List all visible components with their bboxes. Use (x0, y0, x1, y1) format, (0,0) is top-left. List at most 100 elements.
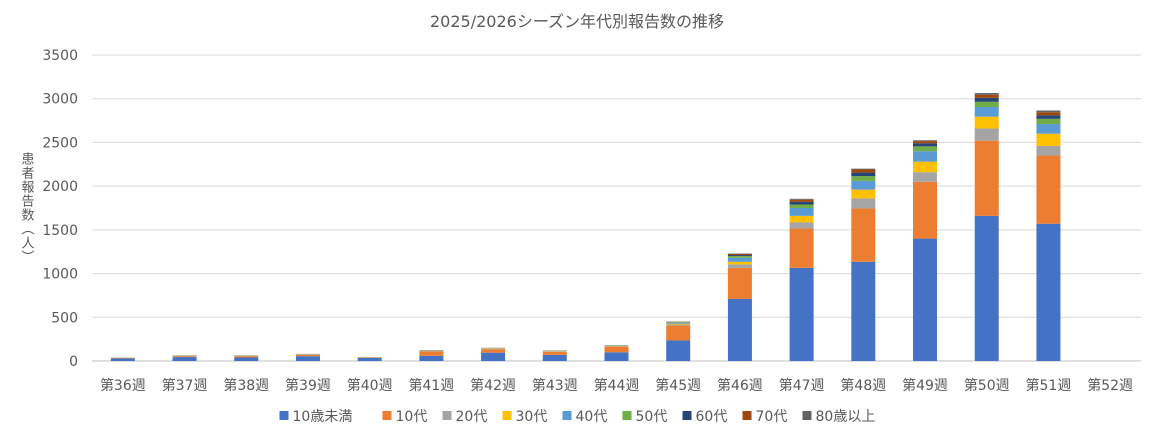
bar-segment (419, 355, 444, 361)
bar-segment (727, 255, 752, 257)
legend-label: 20代 (456, 409, 488, 425)
bar-segment (789, 199, 814, 202)
bar-segment (666, 340, 691, 361)
bar-segment (851, 168, 876, 170)
legend-swatch (442, 411, 452, 420)
legend-label: 70代 (756, 409, 788, 425)
bar-segment (666, 323, 691, 325)
legend-swatch (562, 411, 572, 420)
legend-label: 40代 (576, 409, 608, 425)
bar-segment (974, 116, 999, 129)
legend-item: 80歳以上 (802, 409, 876, 425)
x-tick-label: 第40週 (347, 377, 393, 394)
bar-segment (851, 172, 876, 177)
y-tick-label: 2500 (42, 135, 78, 151)
bar-segment (851, 198, 876, 209)
y-tick-label: 1000 (42, 267, 78, 283)
x-tick-label: 第45週 (655, 377, 701, 394)
x-tick-label: 第44週 (594, 377, 640, 394)
bar-segment (666, 325, 691, 341)
bar-segment (789, 204, 814, 208)
bar-segment (974, 128, 999, 141)
x-tick-label: 第39週 (285, 377, 331, 394)
legend-item: 70代 (742, 409, 788, 425)
bar-segment (913, 140, 938, 142)
bar-segment (419, 351, 444, 356)
legend-swatch (742, 411, 752, 420)
bar-segment (1036, 145, 1061, 156)
bar-segment (1036, 133, 1061, 146)
x-tick-label: 第43週 (532, 377, 578, 394)
bar-segment (974, 101, 999, 108)
x-tick-label: 第38週 (223, 377, 269, 394)
bar-segment (172, 357, 197, 361)
bar-segment (110, 358, 135, 361)
bar-segment (1036, 110, 1061, 113)
bar-segment (172, 356, 197, 358)
y-tick-label: 0 (69, 354, 78, 370)
x-tick-label: 第50週 (964, 377, 1010, 394)
bar-segment (789, 215, 814, 223)
bar-segment (913, 181, 938, 239)
bar-segment (974, 107, 999, 117)
legend-label: 80歳以上 (816, 409, 876, 425)
x-tick-label: 第36週 (100, 377, 146, 394)
y-tick-label: 3000 (42, 92, 78, 108)
legend-swatch (279, 411, 289, 420)
legend-label: 30代 (516, 409, 548, 425)
x-tick-label: 第52週 (1087, 377, 1133, 394)
bar-segment (1036, 115, 1061, 119)
bar-segment (357, 357, 382, 361)
bar-segment (851, 189, 876, 199)
bar-segment (1036, 124, 1061, 134)
bar-segment (789, 222, 814, 229)
bar-segment (604, 346, 629, 353)
bar-segment (913, 161, 938, 173)
bar-segment (974, 140, 999, 216)
bar-segment (974, 94, 999, 98)
legend-swatch (802, 411, 812, 420)
y-tick-label: 2000 (42, 179, 78, 195)
legend-item: 30代 (502, 409, 548, 425)
bar-segment (727, 267, 752, 299)
bar-segment (295, 356, 320, 361)
bar-segment (913, 143, 938, 147)
x-tick-label: 第48週 (840, 377, 886, 394)
x-axis-ticks: 第36週 第37週 第38週 第39週 第40週 第41週 第42週 第43週 第44週 第45週… (100, 377, 1133, 394)
legend-label: 10代 (396, 409, 428, 425)
bar-segment (974, 93, 999, 95)
legend-label: 50代 (636, 409, 668, 425)
bar-segment (234, 356, 259, 358)
x-tick-label: 第46週 (717, 377, 763, 394)
x-tick-label: 第49週 (902, 377, 948, 394)
bar-segment (851, 180, 876, 190)
legend-item: 60代 (682, 409, 728, 425)
legend-swatch (502, 411, 512, 420)
bar-segment (974, 215, 999, 361)
bar-segment (913, 238, 938, 361)
legend-swatch (622, 411, 632, 420)
bar-segment (666, 322, 691, 323)
y-tick-label: 1500 (42, 223, 78, 239)
bar-segment (234, 357, 259, 361)
bar-segment (789, 198, 814, 200)
x-tick-label: 第51週 (1026, 377, 1072, 394)
x-tick-label: 第37週 (162, 377, 208, 394)
legend-swatch (382, 411, 392, 420)
bar-segment (851, 176, 876, 181)
bar-segment (913, 151, 938, 162)
legend: 10歳未満 10代 20代 30代 40代 50代 60代 70代 80歳以上 (279, 409, 876, 425)
bar-segment (913, 141, 938, 144)
bar-segment (727, 264, 752, 268)
legend-swatch (682, 411, 692, 420)
bar-segment (1036, 112, 1061, 116)
bar-segment (913, 172, 938, 182)
bar-segment (851, 208, 876, 262)
bar-segment (727, 257, 752, 262)
bar-segment (789, 267, 814, 361)
legend-label: 10歳未満 (293, 409, 353, 425)
x-tick-label: 第47週 (779, 377, 825, 394)
legend-label: 60代 (696, 409, 728, 425)
